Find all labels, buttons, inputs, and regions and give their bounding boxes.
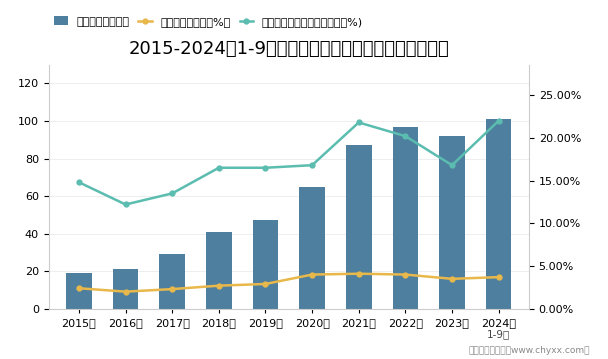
应收账款百分比（%） bbox=[448, 277, 455, 281]
应收账款占营业收入的比重（%) bbox=[122, 202, 130, 207]
应收账款百分比（%） bbox=[262, 282, 269, 286]
Line: 应收账款百分比（%）: 应收账款百分比（%） bbox=[77, 271, 501, 294]
Bar bbox=[206, 232, 232, 309]
Bar bbox=[346, 145, 371, 309]
应收账款占营业收入的比重（%) bbox=[168, 191, 176, 196]
应收账款百分比（%） bbox=[75, 286, 83, 290]
应收账款百分比（%） bbox=[355, 271, 362, 276]
应收账款百分比（%） bbox=[495, 275, 502, 279]
Bar bbox=[393, 127, 418, 309]
Legend: 应收账款（亿元）, 应收账款百分比（%）, 应收账款占营业收入的比重（%): 应收账款（亿元）, 应收账款百分比（%）, 应收账款占营业收入的比重（%) bbox=[54, 17, 363, 27]
应收账款占营业收入的比重（%) bbox=[495, 118, 502, 123]
Title: 2015-2024年1-9月西藏自治区工业企业应收账款统计图: 2015-2024年1-9月西藏自治区工业企业应收账款统计图 bbox=[128, 39, 449, 57]
Bar bbox=[112, 269, 139, 309]
应收账款占营业收入的比重（%) bbox=[402, 134, 409, 138]
Bar bbox=[159, 254, 185, 309]
Bar bbox=[253, 220, 278, 309]
应收账款百分比（%） bbox=[215, 284, 223, 288]
Bar bbox=[66, 273, 92, 309]
应收账款百分比（%） bbox=[168, 287, 176, 291]
Line: 应收账款占营业收入的比重（%): 应收账款占营业收入的比重（%) bbox=[77, 118, 501, 207]
Bar bbox=[299, 187, 325, 309]
应收账款占营业收入的比重（%) bbox=[355, 120, 362, 125]
Text: 制图：智研咨询（www.chyxx.com）: 制图：智研咨询（www.chyxx.com） bbox=[468, 346, 590, 355]
应收账款占营业收入的比重（%) bbox=[215, 165, 223, 170]
Text: 1-9月: 1-9月 bbox=[487, 330, 510, 340]
应收账款占营业收入的比重（%) bbox=[262, 165, 269, 170]
应收账款占营业收入的比重（%) bbox=[448, 163, 455, 167]
应收账款百分比（%） bbox=[402, 272, 409, 277]
应收账款占营业收入的比重（%) bbox=[75, 180, 83, 185]
应收账款百分比（%） bbox=[308, 272, 316, 277]
Bar bbox=[439, 136, 465, 309]
Bar bbox=[486, 119, 511, 309]
应收账款百分比（%） bbox=[122, 289, 130, 294]
应收账款占营业收入的比重（%) bbox=[308, 163, 316, 167]
